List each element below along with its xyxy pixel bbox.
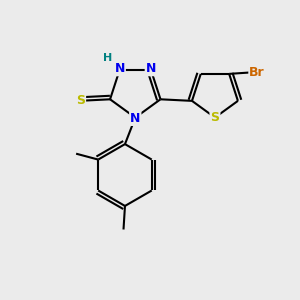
Text: N: N xyxy=(115,62,125,75)
Text: S: S xyxy=(76,94,85,107)
Text: N: N xyxy=(130,112,140,125)
Text: H: H xyxy=(103,53,112,64)
Text: Br: Br xyxy=(249,66,265,79)
Text: S: S xyxy=(211,111,220,124)
Text: N: N xyxy=(146,62,156,75)
